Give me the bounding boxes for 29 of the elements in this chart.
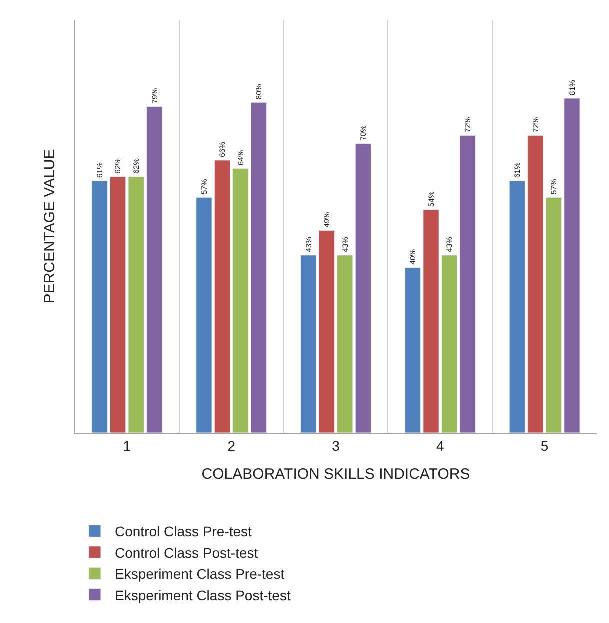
- x-axis-title: COLABORATION SKILLS INDICATORS: [202, 466, 470, 483]
- bar: [128, 176, 144, 433]
- x-tick-label: 4: [436, 438, 444, 454]
- bar: [441, 255, 458, 433]
- bar: [528, 135, 544, 433]
- x-tick-label: 2: [228, 438, 236, 454]
- legend-label: Eksperiment Class Pre-test: [115, 566, 285, 582]
- bar: [214, 160, 231, 433]
- legend-label: Control Class Post-test: [115, 544, 258, 561]
- bar: [404, 268, 422, 433]
- bar: [146, 106, 163, 433]
- bar: [337, 255, 354, 433]
- bar: [355, 144, 372, 433]
- bar: [232, 168, 249, 433]
- bar: [509, 180, 526, 433]
- bar: [564, 98, 580, 433]
- bar: [546, 197, 562, 433]
- y-axis-title: PERCENTAGE VALUE: [41, 149, 58, 304]
- bar: [110, 176, 126, 433]
- legend-label: Control Class Pre-test: [115, 524, 252, 540]
- x-tick-label: 1: [123, 438, 132, 454]
- legend-label: Eksperiment Class Post-test: [115, 587, 291, 604]
- x-tick-label: 3: [332, 438, 340, 454]
- bar: [460, 135, 476, 433]
- bar: [423, 210, 440, 433]
- bar: [250, 102, 268, 433]
- bar: [92, 180, 108, 433]
- bar: [196, 197, 212, 433]
- x-tick-label: 5: [540, 438, 549, 454]
